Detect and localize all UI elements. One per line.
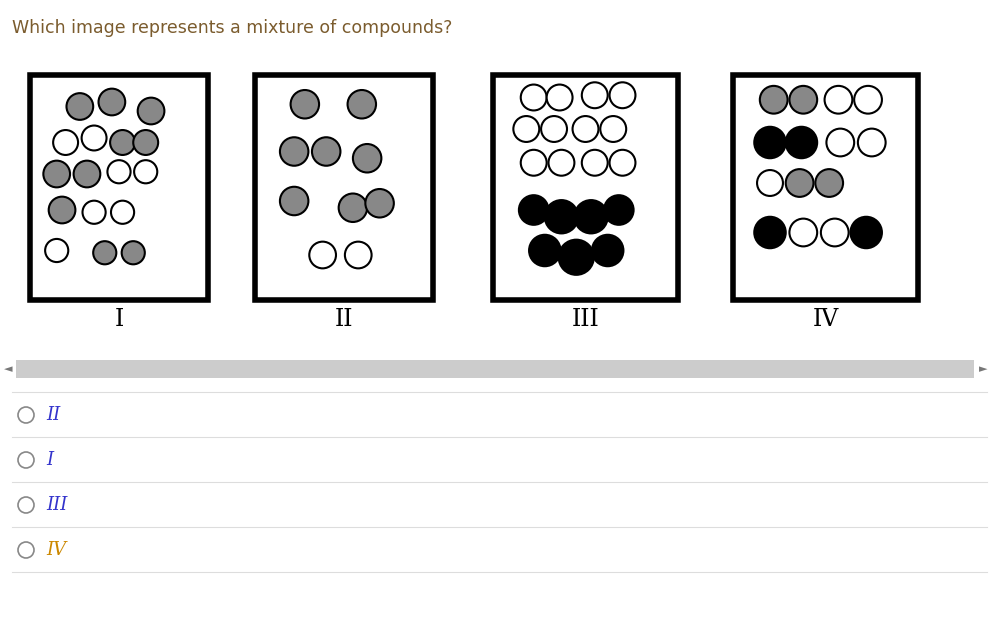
- Circle shape: [789, 86, 817, 113]
- Text: IV: IV: [812, 308, 838, 331]
- Circle shape: [821, 218, 848, 247]
- Circle shape: [786, 169, 813, 197]
- Circle shape: [609, 82, 635, 108]
- Circle shape: [122, 241, 145, 264]
- Circle shape: [108, 160, 131, 183]
- Circle shape: [353, 144, 382, 173]
- Circle shape: [348, 90, 376, 118]
- Circle shape: [592, 235, 623, 266]
- Circle shape: [826, 129, 854, 156]
- Bar: [16, 360, 974, 378]
- Text: I: I: [46, 451, 53, 469]
- Circle shape: [600, 116, 626, 142]
- Circle shape: [520, 150, 546, 176]
- Text: IV: IV: [46, 541, 66, 559]
- Text: II: II: [335, 308, 354, 331]
- Circle shape: [581, 150, 607, 176]
- Circle shape: [45, 239, 68, 262]
- Circle shape: [49, 197, 75, 224]
- Circle shape: [110, 130, 135, 155]
- Circle shape: [518, 195, 548, 225]
- Circle shape: [789, 218, 817, 247]
- Circle shape: [18, 542, 34, 558]
- Circle shape: [544, 200, 578, 233]
- Circle shape: [858, 129, 886, 156]
- Bar: [30, 75, 208, 300]
- Circle shape: [99, 89, 125, 115]
- Circle shape: [854, 86, 882, 113]
- Circle shape: [513, 116, 539, 142]
- Circle shape: [133, 130, 158, 155]
- Circle shape: [280, 187, 309, 215]
- Text: I: I: [114, 308, 124, 331]
- Circle shape: [760, 86, 787, 113]
- Circle shape: [280, 137, 309, 166]
- Circle shape: [757, 170, 783, 196]
- Circle shape: [529, 235, 560, 266]
- Circle shape: [604, 195, 633, 225]
- Bar: [493, 75, 678, 300]
- Circle shape: [138, 97, 165, 124]
- Circle shape: [366, 189, 394, 217]
- Circle shape: [754, 127, 786, 158]
- Bar: [733, 75, 918, 300]
- Circle shape: [18, 497, 34, 513]
- Circle shape: [134, 160, 157, 183]
- Circle shape: [786, 127, 817, 158]
- Text: ►: ►: [979, 364, 987, 374]
- Circle shape: [824, 86, 852, 113]
- Circle shape: [572, 116, 598, 142]
- Circle shape: [581, 82, 607, 108]
- Text: ◄: ◄: [4, 364, 12, 374]
- Circle shape: [548, 150, 574, 176]
- Circle shape: [558, 240, 593, 275]
- Circle shape: [67, 93, 93, 120]
- Circle shape: [93, 241, 116, 264]
- Circle shape: [74, 161, 100, 187]
- Circle shape: [609, 150, 635, 176]
- Circle shape: [82, 125, 107, 150]
- Circle shape: [541, 116, 567, 142]
- Circle shape: [345, 241, 372, 268]
- Circle shape: [18, 407, 34, 423]
- Circle shape: [310, 241, 336, 268]
- Circle shape: [43, 161, 70, 187]
- Text: II: II: [46, 406, 60, 424]
- Circle shape: [815, 169, 843, 197]
- Circle shape: [83, 201, 106, 224]
- Circle shape: [520, 85, 546, 110]
- Circle shape: [754, 217, 786, 248]
- Circle shape: [111, 201, 134, 224]
- Circle shape: [53, 130, 78, 155]
- Text: III: III: [46, 496, 67, 514]
- Bar: [255, 75, 433, 300]
- Circle shape: [574, 200, 607, 233]
- Circle shape: [18, 452, 34, 468]
- Circle shape: [339, 194, 368, 222]
- Text: III: III: [571, 308, 599, 331]
- Text: Which image represents a mixture of compounds?: Which image represents a mixture of comp…: [12, 19, 453, 37]
- Circle shape: [850, 217, 882, 248]
- Circle shape: [291, 90, 319, 118]
- Circle shape: [312, 137, 341, 166]
- Circle shape: [546, 85, 572, 110]
